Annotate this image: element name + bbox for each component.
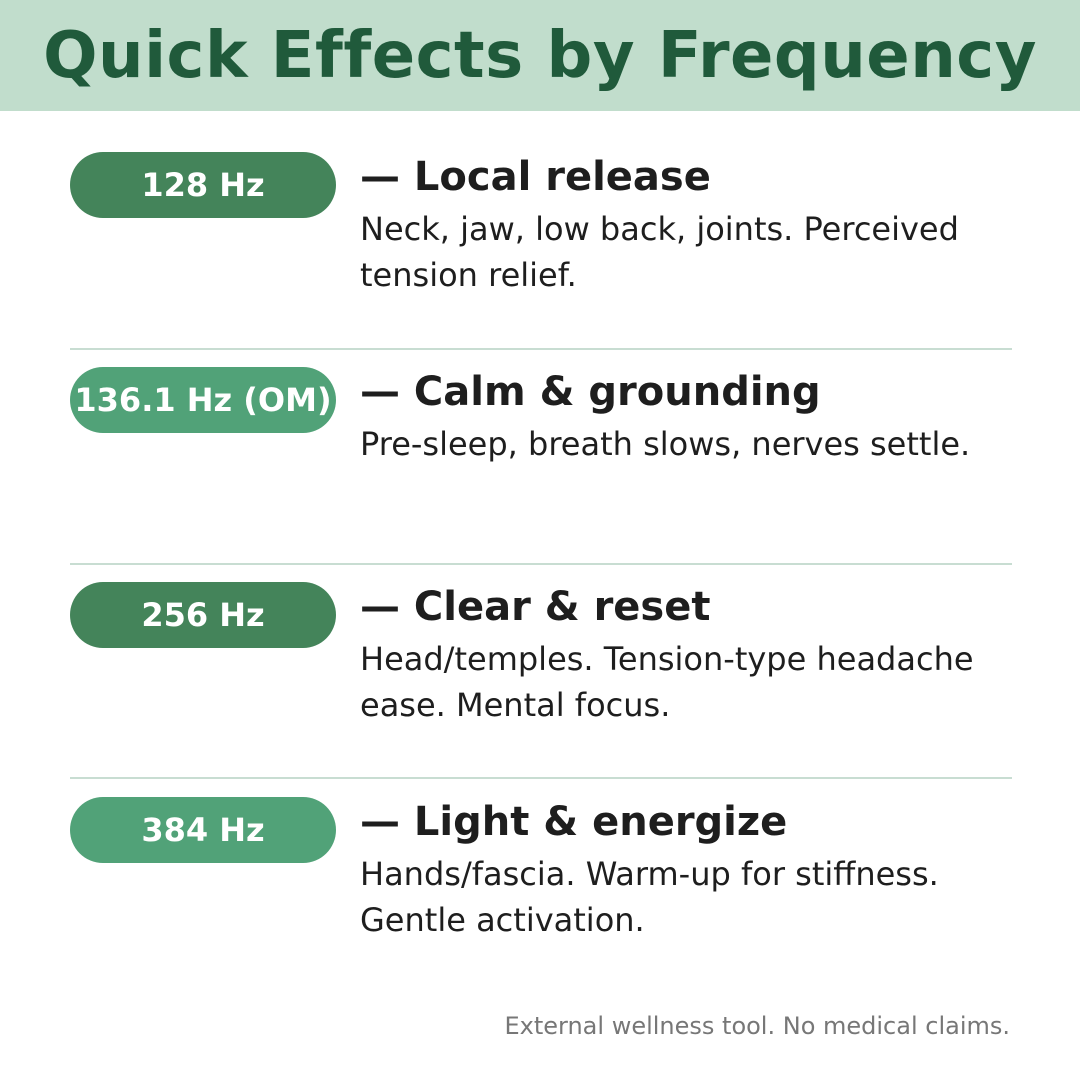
effect-title: — Local release (360, 154, 711, 200)
divider (70, 777, 1012, 779)
disclaimer: External wellness tool. No medical claim… (504, 1012, 1010, 1040)
effect-title: — Clear & reset (360, 584, 711, 630)
effect-title: — Calm & grounding (360, 369, 821, 415)
divider (70, 563, 1012, 565)
frequency-badge: 384 Hz (70, 797, 336, 863)
page-title: Quick Effects by Frequency (43, 18, 1037, 93)
frequency-badge: 136.1 Hz (OM) (70, 367, 336, 433)
effect-title: — Light & energize (360, 799, 788, 845)
frequency-badge: 128 Hz (70, 152, 336, 218)
frequency-item: 136.1 Hz (OM) — Calm & grounding Pre-sle… (70, 367, 1012, 581)
effect-description: Hands/fascia. Warm-up for stiffness. Gen… (360, 855, 939, 939)
frequency-item: 256 Hz — Clear & reset Head/temples. Ten… (70, 582, 1012, 796)
effect-description: Neck, jaw, low back, joints. Perceived t… (360, 210, 959, 294)
frequency-item: 128 Hz — Local release Neck, jaw, low ba… (70, 152, 1012, 366)
frequency-badge: 256 Hz (70, 582, 336, 648)
effect-description: Head/temples. Tension-type headache ease… (360, 640, 974, 724)
header: Quick Effects by Frequency (0, 0, 1080, 111)
effect-description: Pre-sleep, breath slows, nerves settle. (360, 425, 971, 463)
divider (70, 348, 1012, 350)
frequency-item: 384 Hz — Light & energize Hands/fascia. … (70, 797, 1012, 1011)
